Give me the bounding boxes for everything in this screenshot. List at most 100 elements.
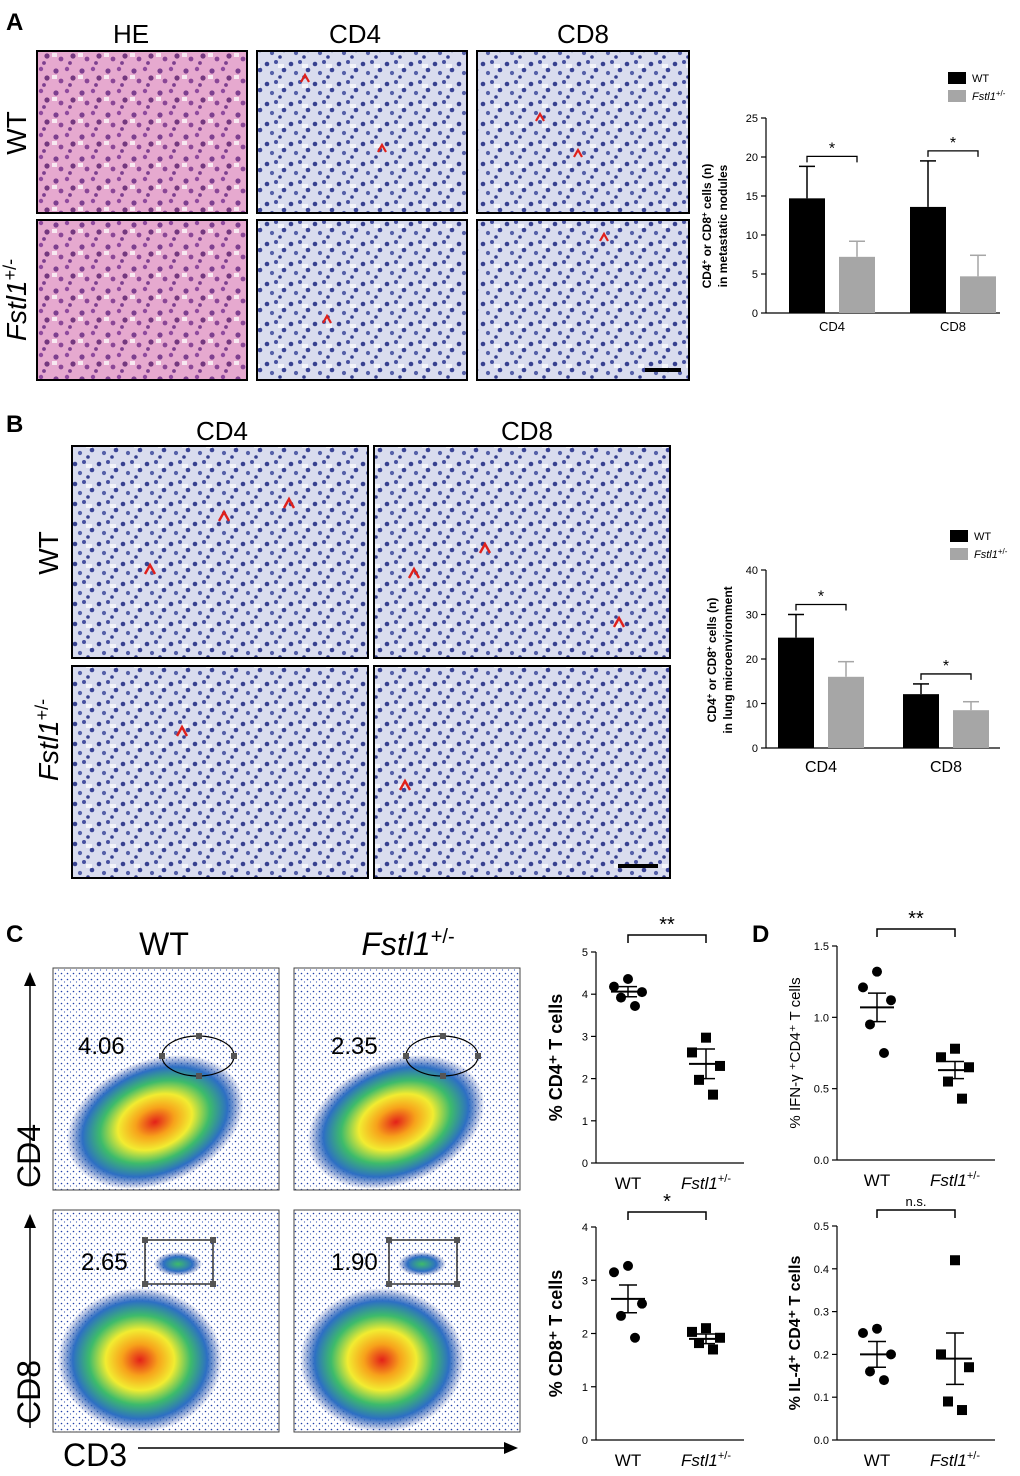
y-tick-label: 0 [582, 1435, 588, 1447]
flow-density [58, 1288, 222, 1432]
data-point [865, 1366, 875, 1377]
y-tick-label: 0.1 [814, 1392, 829, 1404]
bar-fstl1+/--cd4 [828, 676, 864, 748]
significance-bracket [876, 928, 956, 937]
x-category-label: WT [864, 1451, 890, 1470]
scatter-chart-c-top: 0 1 2 3 4 5 WT Fstl1+/- ** % CD4⁺ T cells [546, 914, 744, 1193]
flow-axis-arrows [24, 972, 518, 1454]
panel-c-col-fstl1: Fstl1+/- [361, 926, 454, 962]
y-tick-label: 2 [582, 1074, 588, 1086]
y-tick-label: 40 [746, 565, 758, 577]
x-category-label: Fstl1+/- [681, 1173, 731, 1193]
flow-density [154, 1252, 202, 1276]
data-point [609, 981, 619, 992]
panel-b-legend: WT Fstl1+/- [950, 530, 1008, 561]
y-tick-label: 0.0 [814, 1155, 829, 1167]
y-tick-label: 0 [582, 1158, 588, 1170]
panel-b-ylabel-1: CD4+ or CD8+ cells (n) [705, 598, 719, 723]
x-category-label: CD8 [930, 759, 962, 776]
micrograph-b-cd4-fstl1 [72, 666, 368, 878]
gate-value-cd8-fstl1: 1.90 [331, 1249, 378, 1276]
panel-b-ylabel-2: in lung microenvironment [721, 586, 735, 733]
y-tick-label: 0.2 [814, 1349, 829, 1361]
scale-bar [645, 368, 681, 372]
micrograph-frame [71, 665, 369, 879]
panel-b-letter: B [6, 411, 23, 438]
significance-label: * [943, 658, 949, 675]
scatter-chart-d-bottom: 0.0 0.1 0.2 0.3 0.4 0.5 WT Fstl1+/- n.s. % IL-4⁺ … [787, 1194, 995, 1470]
panel-b-row-wt: WT [33, 531, 64, 575]
panel-b: B CD4 CD8 WT Fstl1+/- WT Fstl1+/- [6, 411, 1008, 879]
arrow-up-icon [24, 972, 36, 986]
panel-a-ylabel-2: in metastatic nodules [716, 164, 730, 287]
micrograph-frame [256, 219, 468, 381]
significance-bracket [627, 1211, 707, 1220]
flow-axis-cd8: CD8 [11, 1360, 47, 1424]
data-point [609, 1267, 619, 1278]
y-tick-label: 0.3 [814, 1307, 829, 1319]
panel-d: D 0.0 0.5 1.0 1.5 WT Fstl1+/- ** % IFN-γ ⁺CD4⁺ … [752, 908, 995, 1470]
panel-a-row-wt: WT [1, 111, 32, 155]
flow-axis-cd3: CD3 [63, 1437, 127, 1473]
gate-handles [142, 1033, 481, 1287]
data-point [701, 1323, 711, 1334]
panel-b-col-cd8: CD8 [501, 416, 553, 446]
micrograph-frame [476, 219, 690, 381]
micrograph-a-he-fstl1 [37, 220, 247, 380]
flow-density [398, 1252, 446, 1276]
panel-b-col-cd4: CD4 [196, 416, 248, 446]
micrograph-b-cd4-wt [72, 446, 368, 658]
significance-bracket [876, 1209, 956, 1218]
x-category-label: CD4 [819, 319, 845, 334]
y-tick-label: 4 [582, 1222, 588, 1234]
arrowhead-icon [175, 724, 189, 737]
x-category-label: Fstl1+/- [681, 1450, 731, 1470]
y-tick-label: 1.5 [814, 941, 829, 953]
data-point [957, 1405, 967, 1416]
y-tick-label: 5 [752, 269, 758, 281]
x-category-label: WT [864, 1171, 890, 1190]
arrowhead-icon [282, 496, 296, 509]
data-point [708, 1344, 718, 1355]
data-point [964, 1062, 974, 1073]
arrowhead-icon [478, 541, 492, 554]
y-tick-label: 0.4 [814, 1264, 829, 1276]
data-point [623, 974, 633, 985]
gate-rect [144, 1239, 214, 1285]
panel-a-letter: A [6, 9, 23, 36]
x-category-label: CD4 [805, 759, 837, 776]
y-axis-label: % CD8⁺ T cells [546, 1270, 566, 1398]
arrowhead-icon [322, 313, 332, 324]
y-tick-label: 0 [752, 308, 758, 320]
micrograph-b-cd8-wt [374, 446, 670, 658]
red-arrowheads [143, 496, 626, 791]
micrograph-frame [36, 50, 248, 214]
x-category-label: Fstl1+/- [930, 1450, 980, 1470]
y-tick-label: 10 [746, 230, 758, 242]
red-arrowheads [300, 72, 609, 324]
arrowhead-icon [217, 509, 231, 522]
y-tick-label: 3 [582, 1275, 588, 1287]
gate-rect [388, 1239, 458, 1285]
data-point [858, 1328, 868, 1338]
significance-bracket [795, 603, 847, 611]
x-category-label: CD8 [940, 319, 966, 334]
micrograph-frame [256, 50, 468, 214]
legend-label-wt: WT [974, 531, 991, 543]
significance-label: * [950, 135, 956, 152]
legend-label-wt: WT [972, 73, 989, 85]
bar-chart-b: 0 10 20 30 40 * CD4 * CD8 [746, 565, 1000, 776]
bar-wt-cd8 [910, 206, 946, 313]
arrowhead-icon [398, 778, 412, 791]
legend-swatch-fstl1 [948, 90, 966, 102]
data-point [694, 1074, 704, 1085]
y-tick-label: 5 [582, 947, 588, 959]
data-point [879, 1375, 889, 1386]
x-category-label: WT [615, 1451, 641, 1470]
data-point [872, 1323, 882, 1334]
panel-a-ylabel-1: CD4+ or CD8+ cells (n) [700, 164, 714, 289]
y-axis-label: % IL-4⁺ CD4⁺ T cells [787, 1256, 804, 1411]
panel-d-letter: D [752, 921, 769, 948]
flow-density [66, 1054, 244, 1190]
